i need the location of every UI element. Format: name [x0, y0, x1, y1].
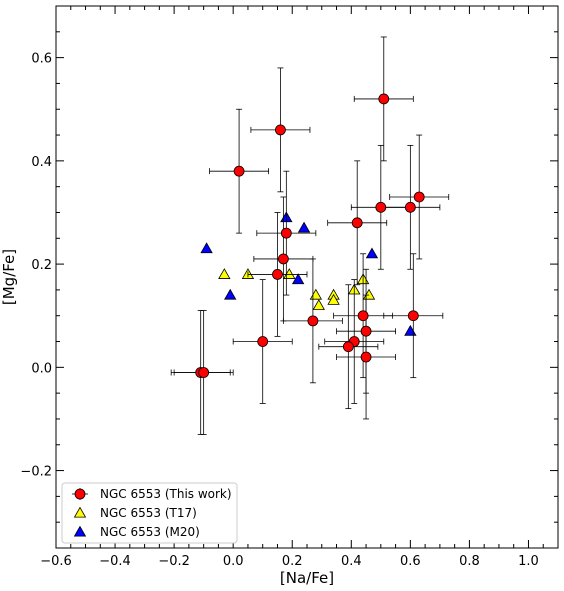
x-tick-label: −0.4	[99, 554, 131, 569]
data-point-this-work	[357, 310, 369, 322]
data-point-t17	[327, 293, 340, 305]
data-point-this-work	[404, 201, 416, 213]
legend-marker-m20	[73, 525, 87, 537]
data-point-this-work	[275, 124, 286, 136]
data-point-this-work	[360, 351, 372, 363]
data-point-this-work	[257, 336, 269, 347]
legend-box	[61, 482, 238, 544]
legend-marker-t17	[73, 506, 87, 518]
data-point-this-work	[307, 315, 319, 327]
legend-marker-this-work	[74, 488, 86, 500]
x-tick-label: −0.6	[40, 554, 72, 569]
data-point-t17	[312, 299, 326, 310]
data-point-this-work	[272, 269, 283, 280]
data-point-this-work	[233, 165, 245, 177]
data-point-this-work	[378, 93, 390, 105]
x-tick-label: 0.0	[223, 554, 244, 569]
data-point-m20	[200, 242, 213, 254]
plot-layer	[170, 36, 450, 435]
data-point-m20	[291, 273, 305, 285]
data-point-m20	[365, 247, 379, 259]
y-axis-label: [Mg/Fe]	[0, 249, 18, 305]
tick-layer: −0.6 −0.4 −0.2 0.0 0.2 0.4 0.6 0.8 1.0 −0.2 0.0 0.2…	[20, 5, 559, 569]
legend-label-t17: NGC 6553 (T17)	[100, 506, 197, 520]
x-axis-label: [Na/Fe]	[280, 569, 334, 587]
y-tick-label: 0.0	[31, 361, 52, 376]
x-tick-label: 0.6	[400, 554, 421, 569]
x-tick-label: 0.2	[282, 554, 303, 569]
legend-label-this-work: NGC 6553 (This work)	[100, 487, 232, 501]
x-tick-label: −0.2	[158, 554, 190, 569]
legend: NGC 6553 (This work) NGC 6553 (T17) NGC …	[61, 482, 238, 544]
y-tick-label: −0.2	[20, 465, 52, 480]
x-tick-label: 0.4	[341, 554, 362, 569]
data-point-m20	[297, 221, 311, 233]
y-tick-label: 0.4	[31, 155, 52, 170]
data-point-this-work	[198, 367, 210, 378]
y-tick-label: 0.2	[31, 258, 52, 273]
data-point-m20	[224, 288, 237, 300]
x-tick-label: 1.0	[518, 554, 539, 569]
y-tick-label: 0.6	[31, 52, 52, 67]
data-point-this-work	[413, 191, 425, 203]
data-point-this-work	[280, 227, 292, 239]
data-point-this-work	[360, 325, 372, 337]
x-tick-label: 0.8	[459, 554, 480, 569]
data-point-this-work	[375, 201, 387, 213]
legend-markers	[72, 488, 88, 537]
data-point-this-work	[351, 217, 363, 229]
data-point-this-work	[277, 253, 289, 265]
data-point-this-work	[407, 310, 419, 322]
data-point-t17	[218, 268, 231, 279]
legend-label-m20: NGC 6553 (M20)	[100, 525, 200, 539]
data-point-this-work	[342, 341, 354, 353]
